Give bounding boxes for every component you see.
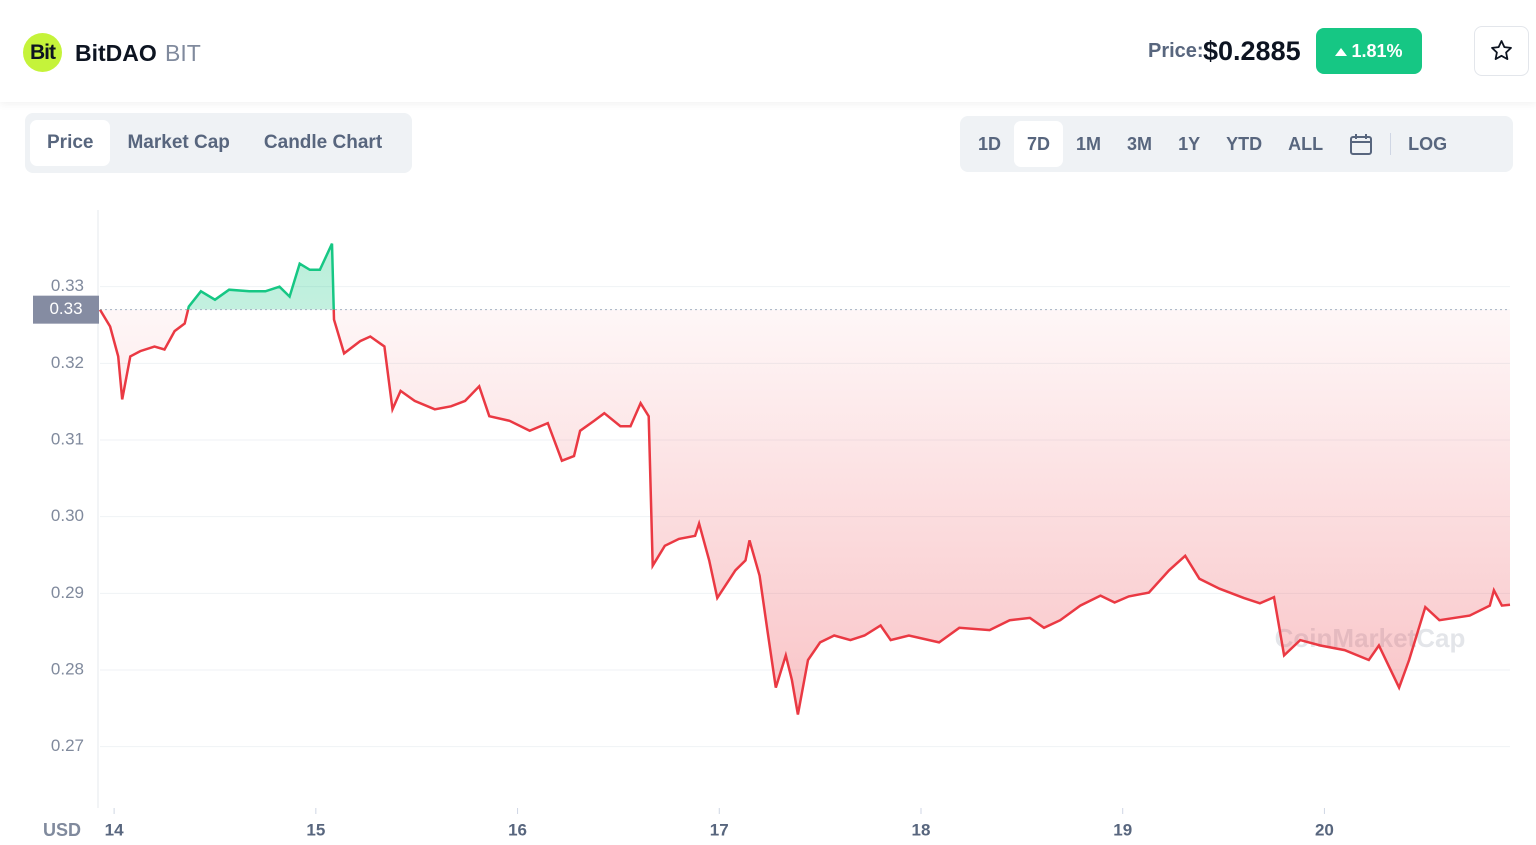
coin-name: BitDAO: [75, 40, 157, 66]
price-label: Price:: [1148, 40, 1204, 62]
area-down: [100, 309, 1510, 715]
price-change: 1.81%: [1316, 28, 1422, 74]
chart-tab[interactable]: Price: [30, 120, 111, 166]
coin-symbol: BIT: [165, 40, 201, 66]
x-tick-label: 20: [1315, 820, 1334, 839]
logo: Bit: [23, 33, 62, 72]
chart-tab[interactable]: Candle Chart: [263, 132, 383, 153]
y-tick-label: 0.31: [51, 429, 84, 448]
range-button[interactable]: 3M: [1127, 134, 1153, 154]
y-tick-label: 0.29: [51, 583, 84, 602]
y-axis-unit: USD: [43, 820, 81, 840]
y-tick-label: 0.33: [51, 276, 84, 295]
range-button[interactable]: 7D: [1014, 121, 1064, 167]
baseline-label: 0.33: [49, 299, 82, 318]
range-button[interactable]: 1D: [978, 134, 1002, 154]
watchlist-button[interactable]: [1474, 26, 1529, 76]
y-tick-label: 0.30: [51, 506, 84, 525]
header: Bit BitDAO BIT Price: $0.2885 1.81%: [0, 0, 1536, 102]
range-button[interactable]: 1Y: [1178, 134, 1201, 154]
y-tick-label: 0.32: [51, 353, 84, 372]
x-tick-label: 16: [508, 820, 527, 839]
x-tick-label: 14: [105, 820, 124, 839]
range-button[interactable]: ALL: [1288, 134, 1324, 154]
separator: [1390, 133, 1392, 155]
x-tick-label: 18: [912, 820, 931, 839]
calendar-button[interactable]: [1336, 121, 1386, 167]
baseline-label-box: [33, 295, 99, 324]
x-tick-label: 17: [710, 820, 729, 839]
price-line-up: [100, 243, 335, 310]
x-tick-label: 19: [1113, 820, 1132, 839]
log-button[interactable]: LOG: [1408, 134, 1448, 154]
price-line-down: [98, 309, 1511, 715]
range-button[interactable]: YTD: [1226, 134, 1263, 154]
range-selector: 1D 7D 1M 3M 1Y YTD ALL LOG: [960, 116, 1513, 172]
price-change-value: 1.81%: [1351, 41, 1403, 61]
price: $0.2885: [1203, 36, 1301, 66]
range-button[interactable]: 1M: [1076, 134, 1102, 154]
x-tick-label: 15: [306, 820, 325, 839]
calendar-icon: [1350, 134, 1373, 156]
chart-tab[interactable]: Market Cap: [127, 132, 230, 153]
star-icon: [1491, 40, 1512, 60]
y-tick-label: 0.27: [51, 736, 84, 755]
chart-tabs: Price Market Cap Candle Chart: [25, 113, 412, 173]
y-tick-label: 0.28: [51, 659, 84, 678]
